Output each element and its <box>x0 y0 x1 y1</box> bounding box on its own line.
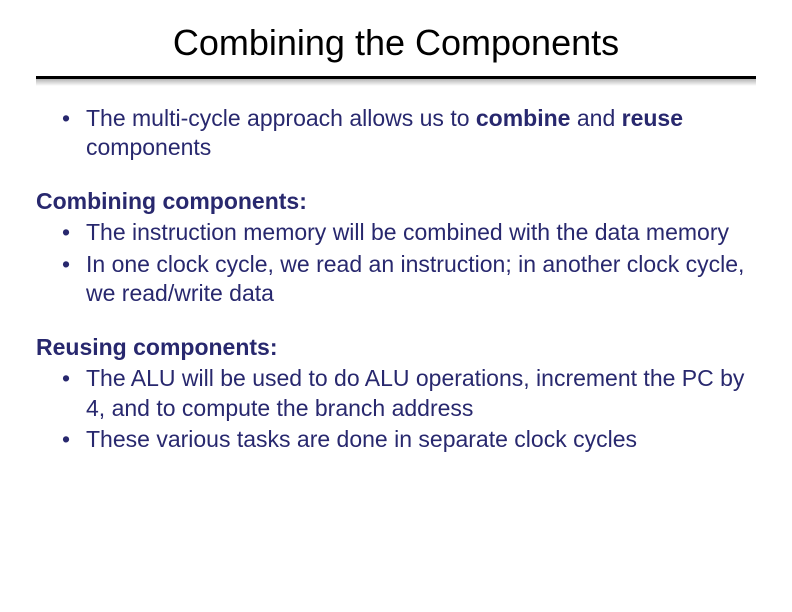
intro-list: The multi-cycle approach allows us to co… <box>36 104 756 163</box>
list-item: In one clock cycle, we read an instructi… <box>62 250 756 309</box>
intro-text-pre: The multi-cycle approach allows us to <box>86 105 476 131</box>
section-combining-heading: Combining components: <box>36 187 756 216</box>
slide-title: Combining the Components <box>0 0 792 76</box>
section-combining-list: The instruction memory will be combined … <box>36 218 756 308</box>
list-item: The ALU will be used to do ALU operation… <box>62 364 756 423</box>
list-item: The instruction memory will be combined … <box>62 218 756 247</box>
intro-text-bold2: reuse <box>622 105 683 131</box>
list-item: These various tasks are done in separate… <box>62 425 756 454</box>
intro-item: The multi-cycle approach allows us to co… <box>62 104 756 163</box>
intro-text-bold1: combine <box>476 105 571 131</box>
slide-content: The multi-cycle approach allows us to co… <box>0 104 792 454</box>
slide: Combining the Components The multi-cycle… <box>0 0 792 612</box>
intro-block: The multi-cycle approach allows us to co… <box>36 104 756 163</box>
section-reusing: Reusing components: The ALU will be used… <box>36 333 756 455</box>
section-reusing-list: The ALU will be used to do ALU operation… <box>36 364 756 454</box>
section-reusing-heading: Reusing components: <box>36 333 756 362</box>
section-combining: Combining components: The instruction me… <box>36 187 756 309</box>
intro-text-post: components <box>86 134 211 160</box>
divider-shadow <box>36 79 756 86</box>
title-divider <box>36 76 756 86</box>
intro-text-mid: and <box>570 105 621 131</box>
